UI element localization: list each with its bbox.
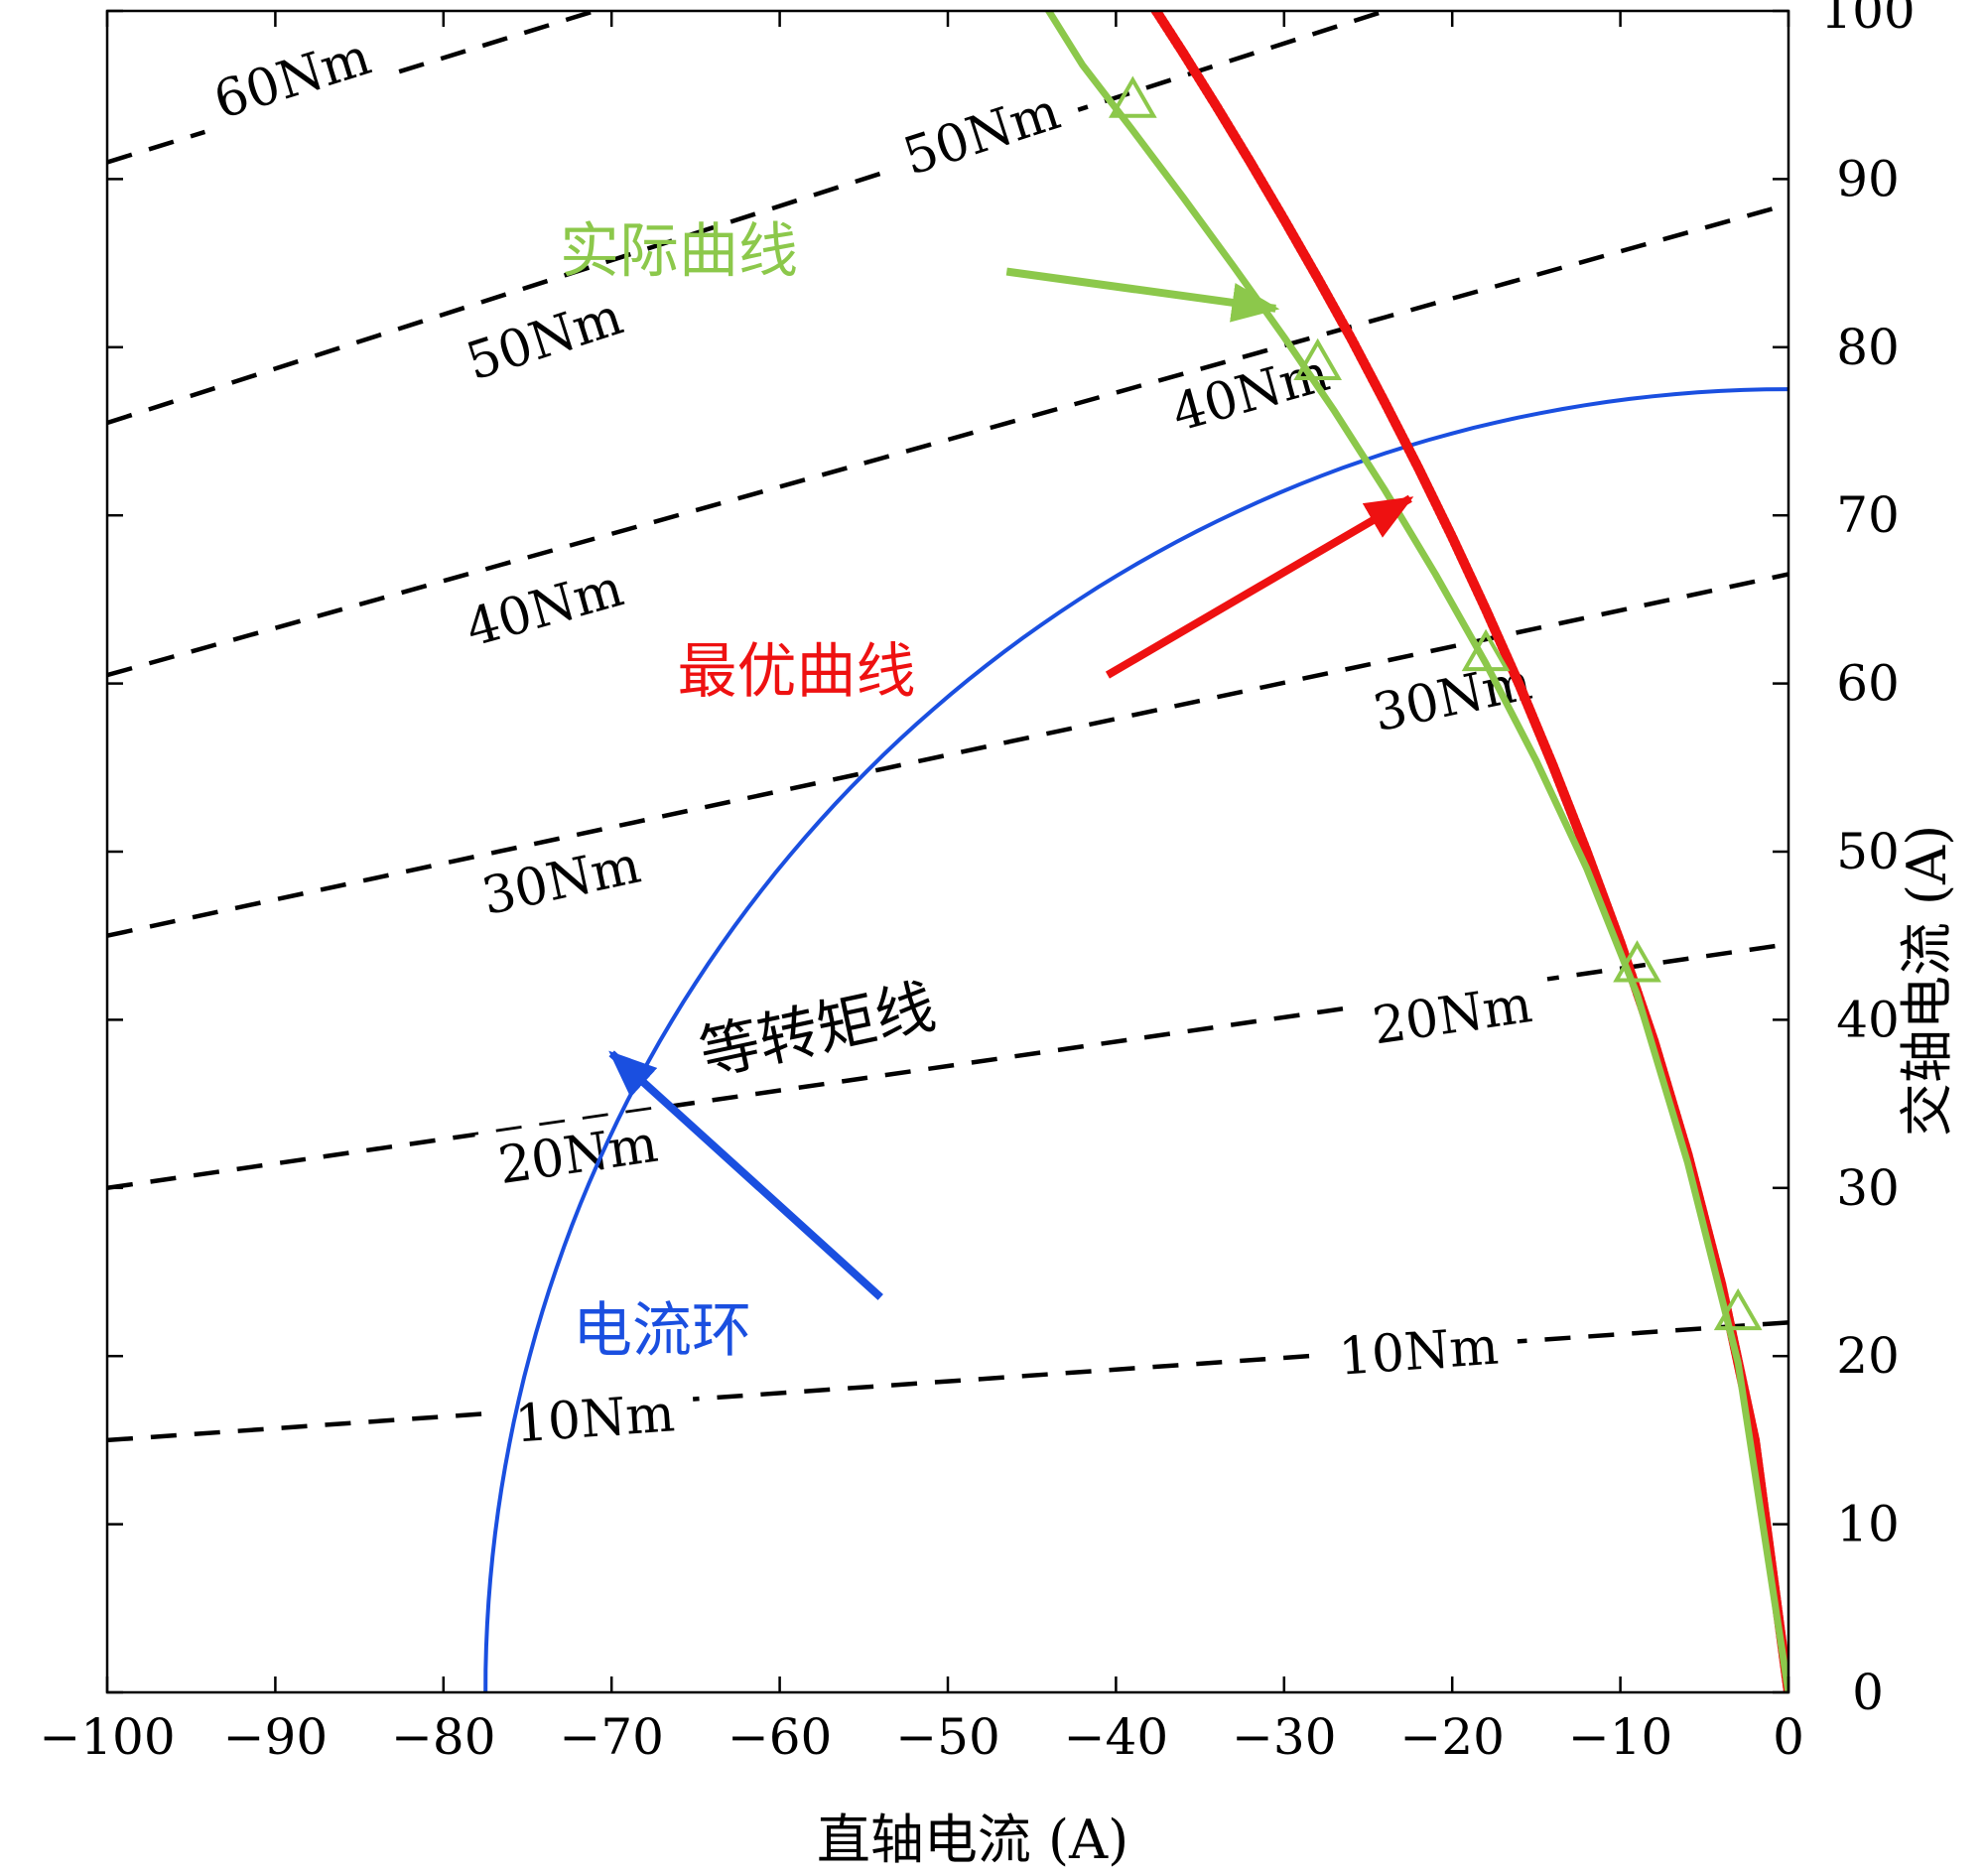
annotation-arrow [608, 1050, 883, 1300]
annotation-label-group: 等转矩线 [675, 972, 963, 1101]
x-tick-label: −100 [39, 1708, 175, 1766]
iso-torque-label-bg [1349, 967, 1555, 1059]
x-tick-label: −10 [1568, 1708, 1673, 1766]
y-tick-label: 50 [1836, 823, 1900, 880]
y-tick-label: 60 [1836, 655, 1900, 713]
iso-torque-line-40Nm [107, 201, 1788, 678]
iso-torque-label: 60Nm [207, 27, 378, 131]
iso-torque-label-bg [457, 826, 665, 931]
x-tick-label: −40 [1064, 1708, 1169, 1766]
x-tick-label: −20 [1399, 1708, 1505, 1766]
actual-curve-marker [1713, 1287, 1763, 1331]
iso-torque-label-group: 30Nm [457, 826, 665, 931]
plot-frame [105, 9, 1790, 1694]
y-tick-label: 0 [1852, 1664, 1884, 1721]
y-tick-label: 30 [1836, 1159, 1900, 1217]
actual-curve-marker [1108, 75, 1157, 118]
y-tick-label: 80 [1836, 319, 1900, 376]
iso-torque-label-bg [1317, 1310, 1521, 1389]
current-loop-arc [483, 387, 1788, 1692]
annotation-label: 最优曲线 [678, 637, 916, 707]
y-tick-label: 20 [1836, 1327, 1900, 1385]
annotation-label: 实际曲线 [560, 217, 798, 287]
y-tick-label: 70 [1836, 486, 1900, 544]
iso-torque-line-10Nm [107, 1320, 1788, 1443]
y-axis-title: 交轴电流 (A) [1896, 825, 1958, 1137]
iso-torque-label-group: 60Nm [187, 16, 396, 137]
iso-torque-label-group: 20Nm [1349, 967, 1555, 1059]
annotation-arrow [1105, 494, 1414, 679]
x-tick-label: 0 [1773, 1708, 1804, 1766]
y-tick-label: 90 [1836, 150, 1900, 207]
iso-torque-label: 10Nm [1337, 1317, 1501, 1388]
iso-torque-label-bg [493, 1377, 697, 1455]
x-tick-label: −60 [728, 1708, 833, 1766]
iso-torque-label-bg [187, 16, 396, 137]
annotation-label: 电流环 [573, 1296, 751, 1366]
x-tick-label: −80 [391, 1708, 496, 1766]
iso-torque-label-bg [876, 70, 1086, 193]
iso-torque-label-bg [439, 276, 648, 398]
annotation-arrow [1005, 267, 1280, 323]
actual-curve-marker [1461, 628, 1511, 672]
iso-torque-line-30Nm [107, 572, 1788, 938]
x-tick-label: −30 [1232, 1708, 1337, 1766]
iso-torque-label-group: 10Nm [493, 1377, 697, 1455]
annotation-label-bg [675, 972, 963, 1101]
x-tick-label: −70 [559, 1708, 664, 1766]
y-tick-label: 10 [1836, 1496, 1900, 1553]
x-tick-label: −50 [895, 1708, 1000, 1766]
iso-torque-label-bg [439, 548, 648, 664]
iso-torque-label-group: 10Nm [1317, 1310, 1521, 1389]
y-tick-label: 100 [1820, 0, 1915, 40]
x-axis-title: 直轴电流 (A) [817, 1809, 1128, 1871]
actual-curve-marker [1293, 337, 1343, 381]
iso-torque-label-bg [474, 1106, 681, 1198]
iso-torque-lines: 10Nm10Nm20Nm20Nm30Nm30Nm40Nm40Nm50Nm50Nm… [107, 11, 1788, 1455]
y-tick-label: 40 [1836, 991, 1900, 1048]
x-tick-label: −90 [223, 1708, 329, 1766]
iso-torque-label-group: 40Nm [439, 548, 648, 664]
actual-curve-marker [1613, 940, 1661, 983]
iso-torque-label: 10Nm [513, 1384, 677, 1454]
iso-torque-line-50Nm [107, 11, 1387, 426]
iso-torque-label-group: 50Nm [876, 70, 1086, 193]
actual-curve [1044, 11, 1788, 1692]
iso-torque-label: 20Nm [1369, 975, 1535, 1056]
iso-torque-label: 50Nm [896, 81, 1067, 187]
iso-torque-label-group: 50Nm [439, 276, 648, 398]
iso-torque-label-group: 20Nm [474, 1106, 681, 1198]
